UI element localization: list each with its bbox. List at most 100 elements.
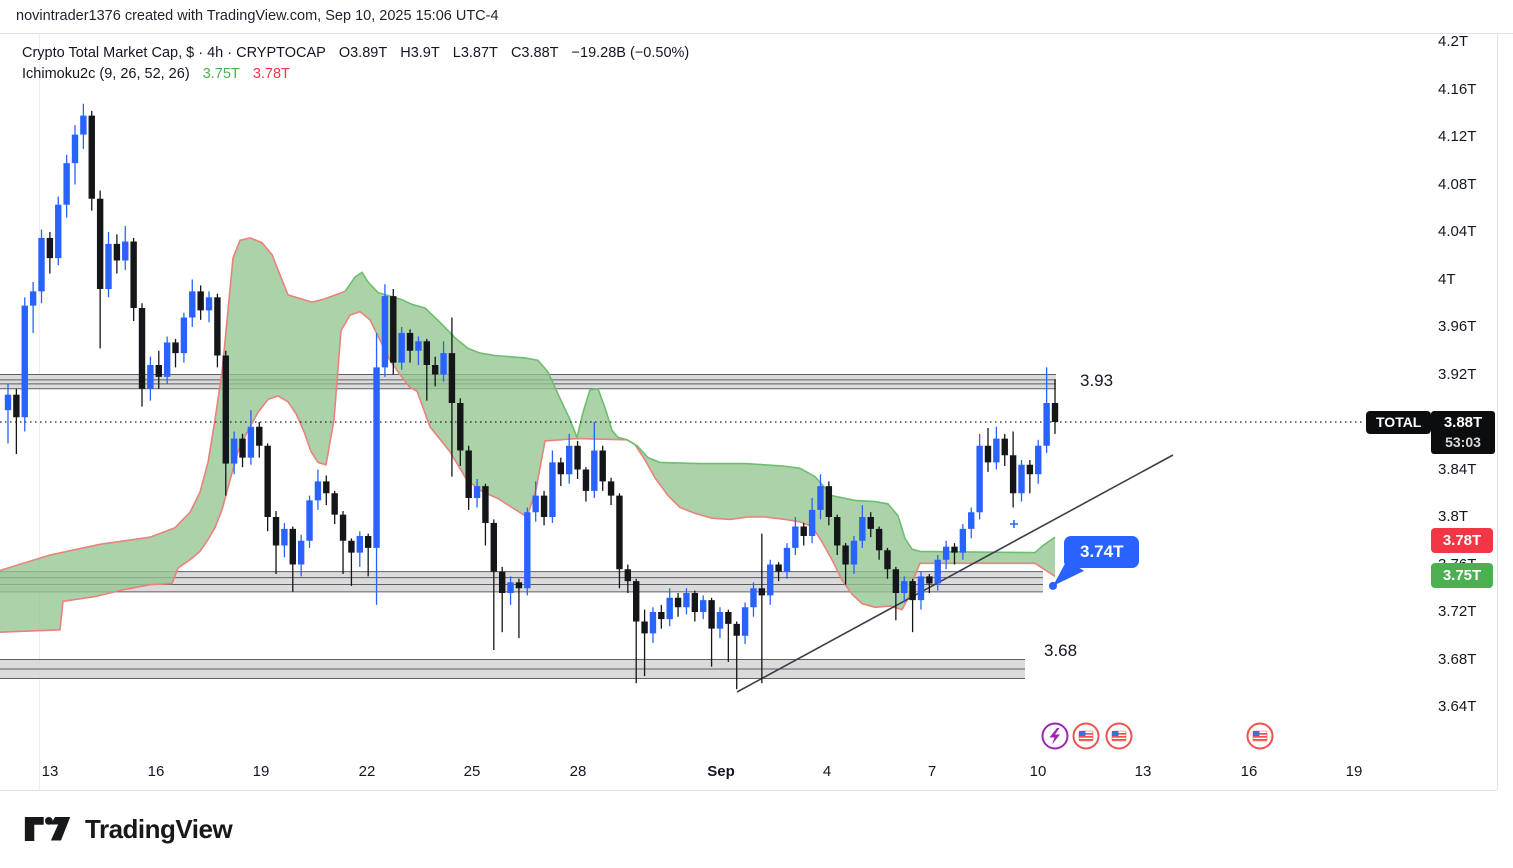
candle-up bbox=[29, 291, 37, 306]
candle-down bbox=[825, 486, 833, 517]
candle-down bbox=[406, 332, 414, 351]
trendline-drawing[interactable] bbox=[736, 454, 1174, 693]
bar-countdown: 53:03 bbox=[1445, 434, 1481, 450]
candle-down bbox=[13, 394, 20, 418]
ohlc-close: C3.88T bbox=[510, 45, 559, 61]
candle-up bbox=[381, 296, 389, 368]
time-tick: 19 bbox=[252, 763, 270, 780]
candle-down bbox=[758, 588, 766, 596]
time-tick: 16 bbox=[1240, 763, 1258, 780]
indicator-value-red: 3.78T bbox=[252, 66, 290, 82]
candle-down bbox=[222, 355, 229, 464]
time-tick: 13 bbox=[41, 763, 59, 780]
indicator-price-badge-red: 3.78T bbox=[1431, 527, 1493, 553]
price-tick: 3.64T bbox=[1438, 698, 1477, 715]
price-tick: 3.92T bbox=[1438, 365, 1477, 383]
senkou-span-red-lower bbox=[0, 310, 1056, 633]
candle-down bbox=[431, 365, 439, 375]
candle-up bbox=[942, 546, 950, 560]
candle-down bbox=[633, 581, 640, 622]
candle-down bbox=[264, 445, 271, 517]
indicator-price-badge-green: 3.75T bbox=[1431, 563, 1493, 589]
candle-down bbox=[331, 493, 338, 515]
last-price-value: 3.88T bbox=[1443, 414, 1483, 431]
candle-up bbox=[230, 438, 238, 464]
candle-up bbox=[959, 528, 967, 553]
tradingview-logo-icon bbox=[24, 816, 71, 841]
price-tick: 3.96T bbox=[1438, 318, 1477, 335]
candle-down bbox=[875, 528, 883, 551]
candle-up bbox=[683, 593, 690, 608]
candle-up bbox=[105, 243, 112, 289]
time-tick: 28 bbox=[569, 763, 587, 780]
candle-down bbox=[46, 237, 54, 259]
symbol-title[interactable]: Crypto Total Market Cap, $ · 4h · CRYPTO… bbox=[22, 45, 326, 61]
candle-down bbox=[272, 517, 280, 546]
price-zone-rect[interactable] bbox=[0, 571, 1043, 592]
ohlc-low: L3.87T bbox=[452, 45, 498, 61]
candle-down bbox=[884, 550, 891, 570]
price-tick: 3.8T bbox=[1438, 508, 1469, 525]
symbol-tag: TOTAL bbox=[1366, 411, 1432, 434]
bottom-divider bbox=[0, 790, 1497, 791]
right-frame-line bbox=[1497, 34, 1498, 790]
indicator-title[interactable]: Ichimoku2c (9, 26, 52, 26) bbox=[22, 66, 190, 82]
symbol-legend[interactable]: Crypto Total Market Cap, $ · 4h · CRYPTO… bbox=[22, 45, 698, 61]
time-tick: 7 bbox=[927, 763, 937, 780]
last-price-box: 3.88T 53:03 bbox=[1431, 411, 1495, 454]
candle-up bbox=[306, 500, 313, 541]
ohlc-high: H3.9T bbox=[400, 45, 440, 61]
candle-down bbox=[1026, 464, 1034, 475]
us-flag-stripe bbox=[1079, 733, 1093, 735]
candle-down bbox=[892, 569, 900, 593]
candle-down bbox=[1001, 438, 1008, 456]
candle-up bbox=[398, 332, 405, 363]
price-callout-bubble[interactable]: 3.74T bbox=[1064, 535, 1140, 568]
candle-up bbox=[934, 559, 941, 584]
indicator-legend[interactable]: Ichimoku2c (9, 26, 52, 26) 3.75T 3.78T bbox=[22, 66, 299, 82]
candle-up bbox=[666, 597, 673, 620]
price-tick: 4T bbox=[1438, 270, 1456, 288]
candle-up bbox=[741, 607, 749, 636]
candle-down bbox=[96, 198, 104, 289]
callout-anchor-dot[interactable] bbox=[1049, 581, 1057, 590]
candle-down bbox=[390, 296, 397, 363]
time-tick: 4 bbox=[822, 763, 832, 780]
senkou-span-green-upper bbox=[344, 271, 1056, 554]
candle-down bbox=[88, 115, 95, 199]
resistance-zone-label: 3.93 bbox=[1080, 371, 1114, 390]
candle-down bbox=[448, 353, 456, 403]
candle-up bbox=[55, 204, 62, 259]
candle-down bbox=[951, 546, 958, 553]
tradingview-logo-text: TradingView bbox=[85, 813, 233, 844]
candle-down bbox=[256, 426, 263, 446]
candle-up bbox=[549, 462, 556, 517]
candle-up bbox=[63, 163, 70, 205]
time-tick: 13 bbox=[1134, 763, 1152, 780]
candle-down bbox=[339, 514, 347, 541]
ohlc-change: −19.28B (−0.50%) bbox=[571, 45, 690, 61]
candle-down bbox=[984, 445, 992, 463]
candle-down bbox=[490, 522, 498, 572]
candle-down bbox=[607, 481, 615, 496]
candle-down bbox=[800, 526, 807, 536]
candle-up bbox=[507, 582, 514, 593]
us-flag-canton bbox=[1079, 731, 1086, 736]
tradingview-logo[interactable]: TradingView bbox=[24, 812, 233, 846]
candle-up bbox=[968, 512, 975, 529]
candle-down bbox=[540, 495, 548, 517]
price-tick: 3.84T bbox=[1438, 460, 1477, 478]
us-flag-canton bbox=[1253, 731, 1260, 736]
price-tick: 3.72T bbox=[1438, 603, 1477, 620]
us-flag-stripe bbox=[1112, 733, 1126, 735]
us-flag-canton bbox=[1112, 731, 1119, 736]
candle-up bbox=[356, 536, 363, 553]
candle-up bbox=[817, 486, 824, 510]
candle-up bbox=[71, 134, 79, 164]
candle-down bbox=[1051, 403, 1059, 422]
time-tick: 25 bbox=[463, 763, 481, 780]
candle-up bbox=[373, 367, 380, 548]
support-zone-label: 3.68 bbox=[1044, 641, 1078, 660]
